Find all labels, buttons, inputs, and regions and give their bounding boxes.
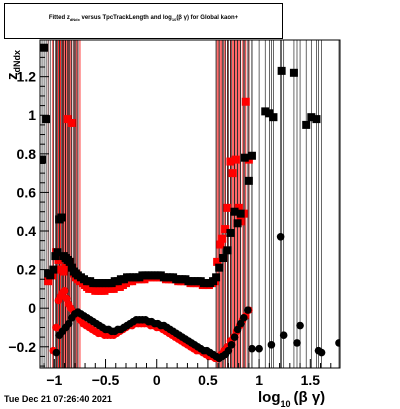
black-square-point: [307, 113, 316, 122]
black-square-point: [42, 115, 51, 124]
black-circle-point: [64, 319, 73, 328]
red-square-point: [61, 263, 70, 272]
red-square-point: [223, 203, 232, 212]
black-circle-point: [227, 341, 236, 349]
x-axis-label: log10 (β γ): [258, 389, 325, 409]
black-square-point: [277, 66, 286, 75]
black-square-point: [223, 246, 232, 255]
x-tick-label: −0.5: [92, 372, 120, 388]
x-tick-label: 1: [255, 372, 263, 388]
black-square-point: [289, 68, 298, 77]
y-tick-label: 0: [28, 300, 36, 316]
y-tick-label: 0.4: [17, 223, 37, 239]
red-circle-point: [60, 287, 69, 295]
black-square-point: [302, 120, 311, 129]
chart-title: Fitted zdNdx versus TpcTrackLength and l…: [48, 15, 239, 23]
black-circle-point: [317, 348, 326, 357]
red-square-point: [241, 97, 250, 106]
markers-layer: [40, 43, 340, 363]
x-tick-label: 0: [153, 372, 161, 388]
red-square-point: [216, 240, 225, 249]
black-square-point: [53, 248, 62, 257]
black-circle-point: [239, 314, 248, 322]
black-circle-point: [293, 339, 301, 347]
red-square-point: [67, 118, 76, 127]
black-square-point: [230, 207, 239, 216]
red-circle-point: [52, 323, 61, 332]
black-square-point: [236, 209, 245, 218]
red-square-point: [221, 225, 230, 234]
black-square-point: [226, 228, 235, 237]
black-circle-point: [236, 319, 245, 328]
black-circle-point: [233, 325, 242, 334]
black-square-point: [219, 254, 228, 263]
x-axis: −1 −0.5 0 0.5 1 1.5: [43, 359, 332, 388]
y-tick-label: −0.2: [8, 339, 36, 355]
black-square-point: [215, 263, 224, 272]
y-axis: −0.2 0 0.2 0.4 0.6 0.8 1 1.2: [8, 47, 49, 367]
chart-title-box: Fitted zdNdx versus TpcTrackLength and l…: [4, 3, 283, 39]
black-square-point: [65, 257, 74, 266]
x-tick-label: 0.5: [198, 372, 218, 388]
black-square-point: [49, 265, 58, 274]
black-square-point: [57, 213, 66, 222]
x-tick-label: −1: [46, 372, 62, 388]
black-square-point: [244, 176, 253, 185]
black-circle-point: [296, 321, 304, 330]
y-tick-label: 1: [28, 107, 36, 123]
red-square-point: [226, 157, 235, 166]
black-square-point: [233, 219, 242, 228]
black-square-point: [261, 107, 270, 116]
y-tick-label: 0.6: [17, 184, 37, 200]
black-square-point: [240, 153, 249, 162]
black-square-point: [312, 115, 321, 124]
black-circle-point: [230, 333, 239, 341]
red-square-point: [44, 277, 53, 286]
black-square-point: [265, 109, 274, 118]
red-square-point: [63, 115, 72, 124]
black-circle-point: [276, 233, 285, 241]
red-square-point: [213, 257, 222, 266]
black-circle-point: [267, 341, 276, 349]
black-circle-point: [279, 331, 288, 340]
y-tick-label: 0.2: [17, 262, 37, 278]
black-circle-point: [248, 344, 256, 353]
red-square-point: [234, 203, 243, 212]
red-circle-point: [62, 294, 71, 303]
y-axis-label: zdNdx: [4, 50, 22, 80]
black-circle-point: [52, 348, 61, 357]
x-tick-label: 1.5: [301, 372, 321, 388]
black-square-point: [40, 155, 47, 164]
black-circle-point: [335, 339, 340, 347]
y-tick-label: 1.2: [17, 69, 37, 85]
black-square-point: [269, 113, 278, 122]
red-square-point: [218, 234, 227, 243]
black-square-point: [46, 271, 55, 280]
plot-frame: [39, 39, 341, 369]
red-square-point: [228, 169, 237, 178]
black-circle-point: [224, 346, 233, 355]
black-circle-point: [244, 306, 252, 314]
red-square-point: [231, 155, 240, 164]
black-circle-point: [255, 344, 263, 353]
y-tick-label: 0.8: [17, 146, 37, 162]
timestamp: Tue Dec 21 07:26:40 2021: [4, 394, 112, 404]
black-square-point: [247, 151, 256, 160]
black-square-point: [212, 273, 221, 282]
